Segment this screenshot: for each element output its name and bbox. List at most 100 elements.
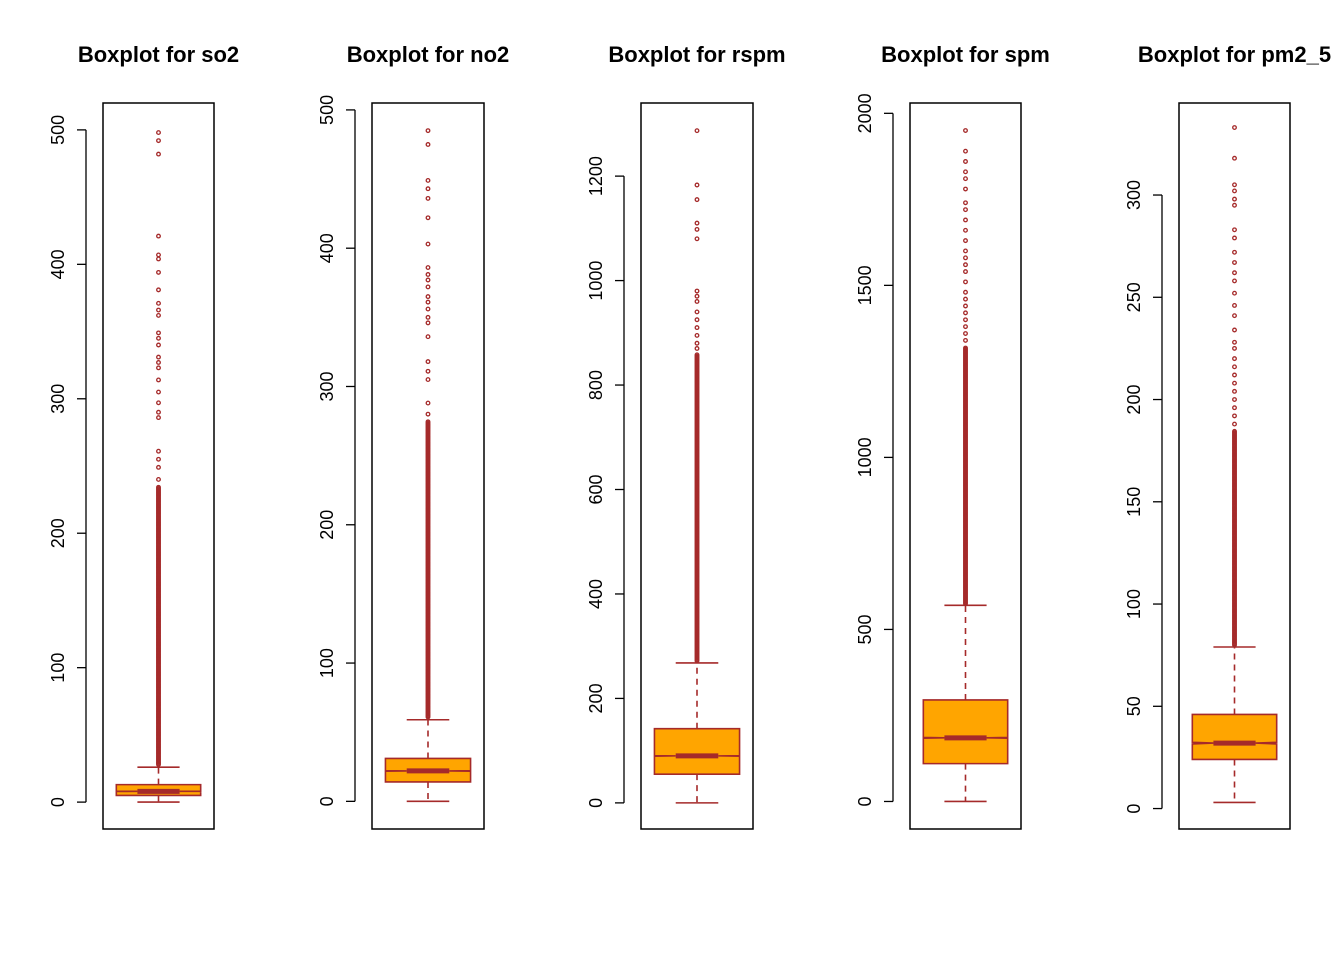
outlier-point: [425, 314, 431, 320]
outlier-point: [963, 207, 968, 213]
outlier-point: [156, 342, 161, 348]
outlier-point: [156, 130, 161, 136]
outlier-point: [156, 464, 161, 470]
outlier-point: [1232, 235, 1237, 241]
outlier-point: [1232, 345, 1237, 351]
outlier-point: [963, 148, 968, 154]
outlier-point: [1232, 364, 1237, 370]
outlier-point: [425, 195, 431, 201]
boxplot-panel-2: Boxplot for no2 0 100 200 300 400 500: [317, 42, 509, 830]
outlier-point: [963, 262, 968, 268]
outlier-point: [963, 128, 968, 133]
outlier-point: [1232, 227, 1237, 233]
y-tick-label: 800: [586, 370, 606, 400]
outlier-point: [963, 296, 968, 302]
y-tick-label: 300: [317, 371, 337, 401]
outlier-point: [156, 448, 161, 454]
outliers: [1232, 125, 1237, 648]
outlier-point: [156, 269, 161, 275]
outlier-point: [425, 128, 431, 134]
outlier-point: [425, 277, 431, 283]
outlier-point: [1232, 313, 1237, 319]
outlier-point: [156, 300, 161, 306]
outlier-point: [963, 176, 968, 182]
boxplot-panel-3: Boxplot for rspm 0 200 400 600 800 1000 1200: [586, 42, 786, 830]
outlier-point: [1232, 388, 1237, 394]
outlier-point: [1232, 356, 1237, 362]
outlier-point: [694, 197, 700, 203]
y-tick-label: 1500: [855, 265, 875, 305]
outlier-point: [156, 256, 161, 262]
outlier-point: [1232, 303, 1237, 308]
outlier-point: [425, 334, 431, 340]
outliers: [425, 128, 431, 720]
outlier-point: [156, 354, 161, 360]
y-tick-label: 500: [855, 614, 875, 644]
outlier-point: [1232, 372, 1237, 378]
outlier-point: [1232, 413, 1237, 419]
outlier-point: [963, 255, 968, 261]
outlier-point: [694, 317, 700, 323]
outlier-point: [156, 377, 161, 383]
outlier-point: [156, 400, 161, 406]
chart-title: Boxplot for spm: [881, 42, 1050, 67]
y-tick-label: 150: [1124, 487, 1144, 517]
outlier-point: [425, 265, 431, 271]
plot-frame: [640, 102, 754, 830]
chart-title: Boxplot for rspm: [608, 42, 785, 67]
y-tick-label: 500: [317, 95, 337, 125]
outlier-point: [425, 284, 431, 290]
y-tick-label: 1000: [586, 261, 606, 301]
outlier-point: [425, 377, 431, 383]
y-tick-label: 200: [1124, 385, 1144, 415]
y-tick-label: 2000: [855, 93, 875, 133]
outlier-point: [1232, 327, 1237, 333]
y-tick-label: 600: [586, 474, 606, 504]
outlier-point: [963, 200, 968, 206]
outlier-point: [963, 169, 968, 175]
outlier-point: [156, 312, 161, 318]
outlier-point: [694, 332, 700, 338]
outlier-point: [694, 352, 700, 358]
outlier-point: [1232, 405, 1237, 411]
outlier-point: [156, 287, 161, 293]
chart-title: Boxplot for pm2_5: [1138, 42, 1331, 67]
outlier-point: [1232, 155, 1237, 161]
y-tick-label: 300: [48, 384, 68, 414]
y-tick-label: 100: [317, 648, 337, 678]
outlier-point: [425, 419, 431, 425]
y-tick-label: 0: [1124, 804, 1144, 814]
outlier-point: [156, 415, 161, 421]
outlier-point: [156, 389, 161, 395]
outlier-point: [694, 346, 700, 351]
outlier-point: [156, 307, 161, 313]
outlier-point: [963, 317, 968, 323]
plot-frame: [1178, 102, 1291, 830]
outlier-point: [425, 411, 431, 417]
outlier-point: [963, 310, 968, 316]
outlier-point: [425, 306, 431, 312]
outlier-point: [1232, 380, 1237, 386]
outlier-point: [963, 269, 968, 275]
outlier-point: [425, 359, 431, 365]
outliers: [963, 128, 968, 607]
y-tick-label: 300: [1124, 180, 1144, 210]
outlier-point: [156, 456, 161, 462]
outlier-point: [963, 337, 968, 343]
outlier-point: [425, 400, 431, 406]
outlier-point: [694, 128, 700, 134]
outlier-point: [694, 288, 700, 294]
outlier-point: [694, 325, 700, 331]
outlier-point: [694, 340, 700, 346]
outlier-point: [156, 252, 161, 258]
y-tick-label: 100: [1124, 589, 1144, 619]
outlier-point: [694, 293, 700, 299]
chart-title: Boxplot for so2: [78, 42, 239, 67]
outlier-point: [694, 182, 700, 188]
y-tick-label: 0: [586, 798, 606, 808]
outlier-point: [1232, 270, 1237, 276]
outlier-point: [425, 320, 431, 326]
outliers: [156, 130, 161, 767]
y-tick-label: 0: [48, 797, 68, 807]
boxplot-panel-1: Boxplot for so2 0 100 200 300 400 500: [48, 42, 239, 830]
